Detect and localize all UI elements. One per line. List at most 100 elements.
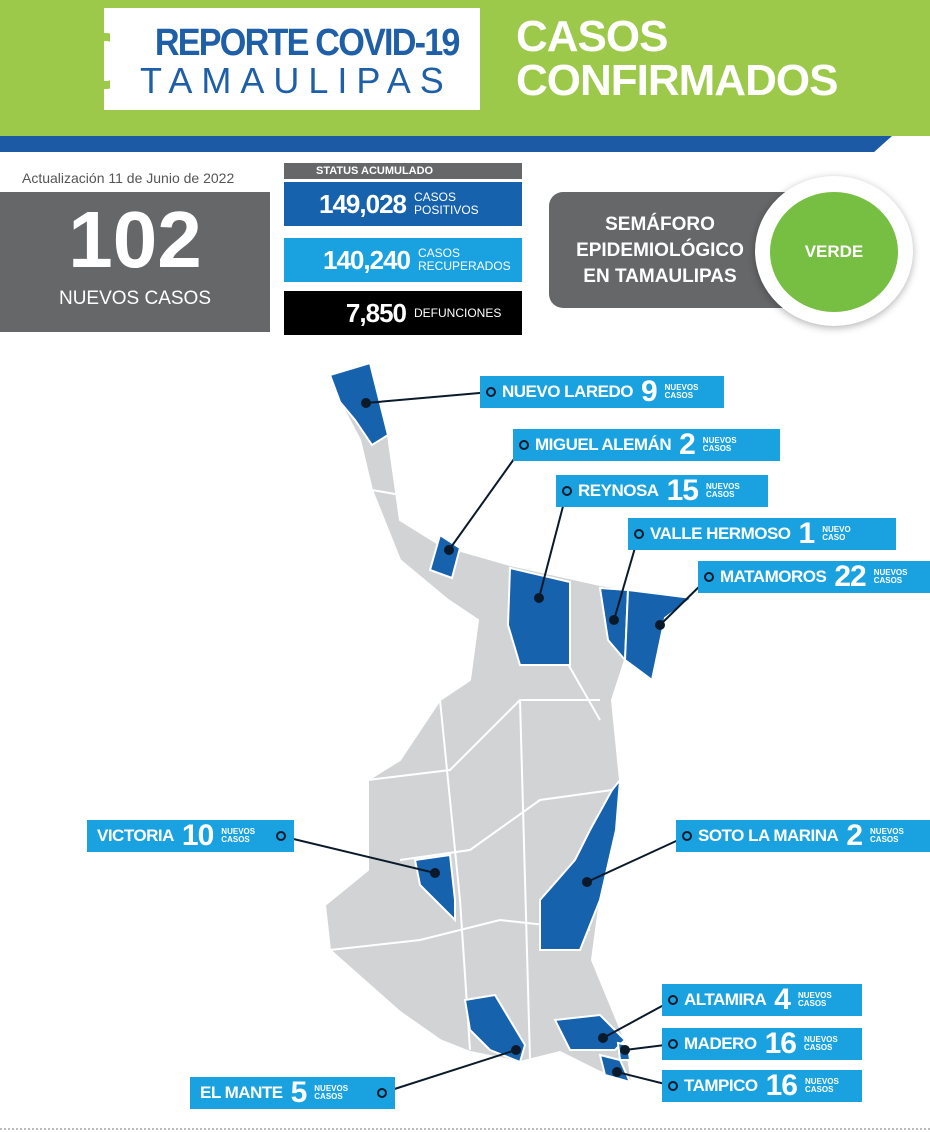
municipality-label: VALLE HERMOSO 1 NUEVO CASO [628,517,896,550]
footer-divider [0,1128,930,1130]
page-title-line2: CONFIRMADOS [516,56,838,105]
logo-subtitle: TAMAULIPAS [140,60,453,101]
stat-label: POSITIVOS [414,203,479,217]
pin-icon [486,387,496,397]
pin-icon [704,572,714,582]
map-reynosa [506,566,571,666]
municipality-name: VICTORIA [97,826,174,845]
municipality-name: ALTAMIRA [684,990,767,1009]
municipality-label: ALTAMIRA 4 NUEVOS CASOS [662,983,862,1016]
municipality-count: 1 [798,517,816,550]
stat-deaths: 7,850 DEFUNCIONES [284,291,522,335]
location-dot [612,1067,622,1077]
pin-icon [634,529,644,539]
municipality-label: VICTORIA 10 NUEVOS CASOS [87,819,294,852]
stat-recovered: 140,240 CASOS RECUPERADOS [284,238,522,282]
new-cases-box: 102 NUEVOS CASOS [0,192,270,332]
map-matamoros [623,588,695,682]
semaforo-title: SEMÁFORO EPIDEMIOLÓGICO EN TAMAULIPAS [560,212,760,290]
header-stripe [0,136,892,152]
location-dot [511,1045,521,1055]
municipality-label: MIGUEL ALEMÁN 2 NUEVOS CASOS [513,428,780,461]
leader-line [602,999,674,1039]
semaforo-level: VERDE [770,192,898,312]
update-date: Actualización 11 de Junio de 2022 [22,170,235,186]
municipality-count: 4 [774,983,791,1016]
highlighted-municipalities [328,361,695,1084]
municipality-suffix: NUEVOS CASOS [805,1077,839,1094]
page-title-line1: CASOS [516,12,668,61]
municipality-label: NUEVO LAREDO 9 NUEVOS CASOS [480,375,724,408]
pin-icon [519,440,529,450]
pin-icon [668,1039,678,1049]
municipality-count: 2 [679,428,696,461]
leader-line [381,1049,517,1094]
pin-icon [682,831,692,841]
municipality-label: MATAMOROS 22 NUEVOS CASOS [698,560,930,593]
municipality-count: 16 [764,1027,797,1060]
municipality-name: MIGUEL ALEMÁN [535,435,672,454]
pin-icon [276,831,286,841]
municipality-label: REYNOSA 15 NUEVOS CASOS [556,474,768,507]
stat-positive: 149,028 CASOS POSITIVOS [284,182,522,226]
location-dot [655,620,665,630]
semaforo-line: EPIDEMIOLÓGICO [576,240,744,261]
semaforo-line: EN TAMAULIPAS [583,266,737,287]
municipality-suffix: NUEVOS CASOS [873,568,908,585]
municipality-suffix: NUEVOS CASOS [314,1084,349,1101]
virus-icon [63,27,110,95]
municipality-count: 15 [666,474,699,507]
stat-label: DEFUNCIONES [414,305,502,320]
municipality-label: TAMPICO 16 NUEVOS CASOS [662,1069,862,1102]
leader-line [280,835,436,874]
pin-icon [668,1081,678,1091]
municipality-name: MATAMOROS [720,567,827,586]
municipality-suffix: NUEVOS CASOS [664,383,699,400]
location-dot [361,398,371,408]
municipality-name: TAMPICO [684,1076,758,1095]
municipality-suffix: NUEVOS CASOS [702,436,737,453]
map-el-mante [463,993,527,1064]
municipality-suffix: NUEVOS CASOS [221,827,256,844]
new-cases-value: 102 [68,195,202,284]
municipality-suffix: NUEVOS CASOS [705,482,740,499]
pin-icon [668,995,678,1005]
municipality-label: SOTO LA MARINA 2 NUEVOS CASOS [676,819,930,852]
municipality-name: MADERO [684,1034,757,1053]
stat-label: CASOS [414,190,457,204]
stat-value: 140,240 [323,244,411,275]
location-dot [620,1045,630,1055]
map-nuevo-laredo [328,361,390,447]
municipality-name: SOTO LA MARINA [698,826,839,845]
municipality-count: 9 [640,375,658,408]
municipality-suffix: NUEVOS CASOS [797,991,832,1008]
municipality-count: 10 [181,819,214,852]
map-soto-la-marina [539,776,622,951]
municipality-name: VALLE HERMOSO [650,524,791,543]
stat-label: RECUPERADOS [418,259,511,273]
municipality-label: MADERO 16 NUEVOS CASOS [662,1027,862,1060]
logo-box [104,8,480,110]
location-dot [534,593,544,603]
municipality-count: 2 [846,819,863,852]
stat-value: 149,028 [319,188,407,219]
municipality-count: 22 [834,560,866,593]
pin-icon [377,1088,387,1098]
leader-line [365,391,492,404]
stat-value: 7,850 [345,297,407,328]
municipality-suffix: NUEVO CASO [822,525,851,542]
status-heading: STATUS ACUMULADO [284,163,522,179]
location-dot [609,615,619,625]
municipality-name: EL MANTE [200,1083,283,1102]
location-dot [598,1033,608,1043]
location-dot [444,545,454,555]
state-outline [323,361,695,1084]
leader-line [538,490,568,599]
municipality-count: 16 [765,1069,798,1102]
leader-line [448,444,525,551]
logo-title: REPORTE COVID-19 [154,22,461,64]
location-dot [582,877,592,887]
new-cases-label: NUEVOS CASOS [58,288,212,309]
leader-line [586,835,688,883]
